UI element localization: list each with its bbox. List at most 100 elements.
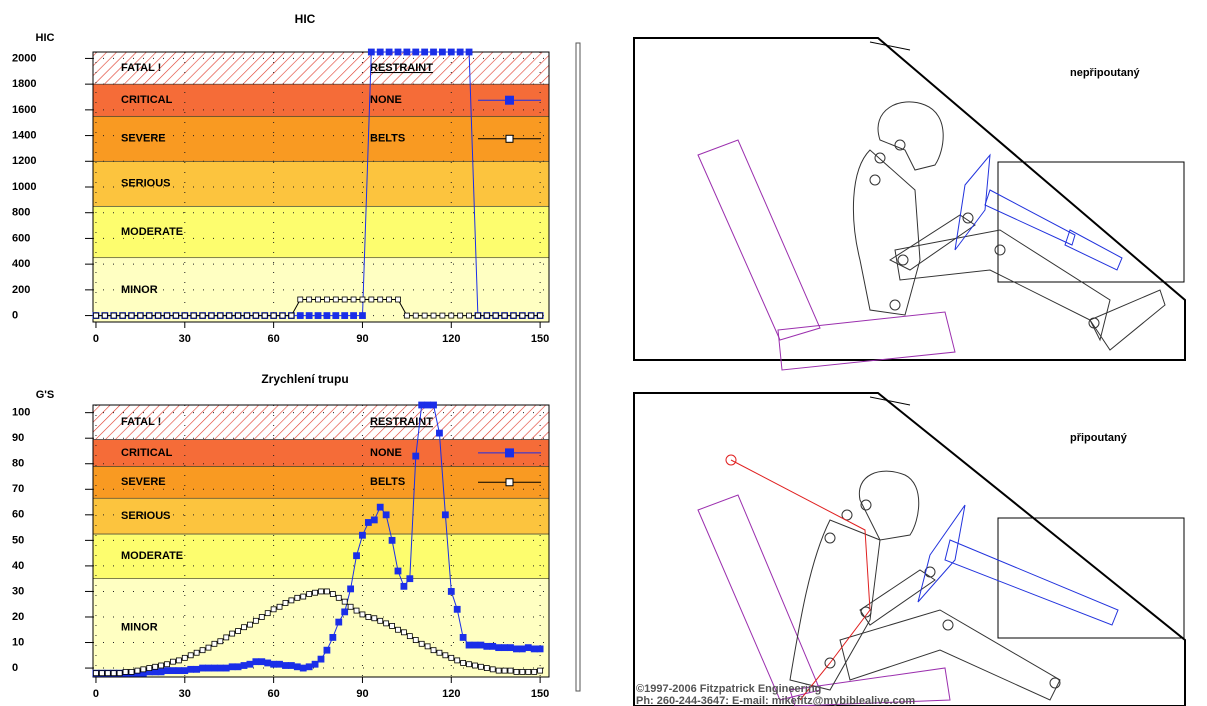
data-marker [193,665,201,673]
data-marker [146,312,153,319]
data-marker [306,296,313,303]
data-marker [163,667,171,675]
series-line [96,590,541,674]
y-tick-label: 10 [12,636,24,648]
data-marker [531,668,538,675]
data-marker [394,567,402,575]
data-marker [323,646,331,654]
data-marker [318,588,324,595]
data-marker [300,593,307,600]
data-marker [282,662,289,669]
data-marker [199,312,206,319]
data-marker [258,614,265,620]
data-marker [93,312,99,319]
data-marker [93,670,99,677]
data-marker [418,401,426,409]
data-marker [406,575,414,583]
x-tick-label: 120 [442,688,460,700]
legend-label: BELTS [370,476,405,488]
data-marker [276,603,283,610]
footer: Ph: 260-244-3647: E-mail: mikefitz@mybib… [636,695,915,706]
data-marker [244,312,250,319]
data-marker [341,312,349,319]
y-tick-label: 2000 [12,52,36,64]
data-marker [353,552,360,560]
data-marker [421,312,428,319]
data-marker [436,429,443,437]
data-marker [459,634,467,641]
data-marker [235,628,241,634]
data-marker [208,312,215,319]
legend-marker [505,478,514,487]
data-marker [341,598,348,605]
data-marker [430,401,437,409]
data-marker [519,312,526,319]
data-marker [528,312,535,319]
data-marker [465,641,473,649]
data-marker [246,660,254,668]
y-tick-label: 400 [12,258,30,270]
data-marker [350,312,357,319]
data-marker [341,296,348,303]
data-marker [465,48,473,56]
data-marker [472,662,478,669]
data-marker [241,624,247,631]
data-marker [329,634,337,641]
y-tick-label: 40 [12,560,24,572]
y-tick-label: 1000 [12,181,36,193]
data-marker [400,582,408,590]
y-tick-label: 800 [12,207,30,219]
data-marker [347,585,355,593]
band-label: MINOR [121,622,158,634]
data-marker [217,312,224,319]
data-marker [315,296,321,303]
data-marker [477,641,485,649]
data-marker [258,658,266,666]
data-marker [394,48,402,56]
data-marker [525,668,532,675]
data-marker [537,667,544,674]
data-marker [406,633,413,640]
data-marker [439,48,446,56]
data-marker [164,661,170,668]
data-marker [299,664,307,672]
data-marker [235,312,241,319]
data-marker [453,605,461,613]
data-marker [418,640,425,647]
data-marker [403,312,410,319]
data-marker [367,48,375,56]
data-marker [359,611,366,618]
data-marker [205,664,212,672]
data-marker [383,620,390,627]
data-marker [181,667,189,675]
data-marker [137,312,144,319]
data-marker [475,312,481,319]
data-marker [216,664,224,672]
x-tick-label: 120 [442,333,460,345]
data-marker [122,668,129,675]
data-marker [140,666,147,673]
data-marker [187,665,195,673]
data-marker [324,296,330,303]
data-marker [314,312,322,319]
legend-label: NONE [370,447,402,459]
band-label: SEVERE [121,133,166,145]
data-marker [377,296,384,303]
severity-band [92,404,550,440]
data-marker [436,649,443,656]
legend-title: RESTRAINT [370,416,433,428]
x-tick-label: 90 [356,333,368,345]
y-tick-label: 1800 [12,78,36,90]
data-marker [501,644,508,652]
data-marker [401,629,407,636]
data-marker [252,617,259,624]
data-marker [507,644,514,652]
data-marker [270,606,277,613]
data-marker [199,664,206,672]
data-marker [376,48,384,56]
data-marker [483,312,490,319]
data-marker [305,312,313,319]
band-label: SERIOUS [121,510,171,522]
data-marker [332,312,340,319]
y-axis-label: G'S [36,389,55,401]
